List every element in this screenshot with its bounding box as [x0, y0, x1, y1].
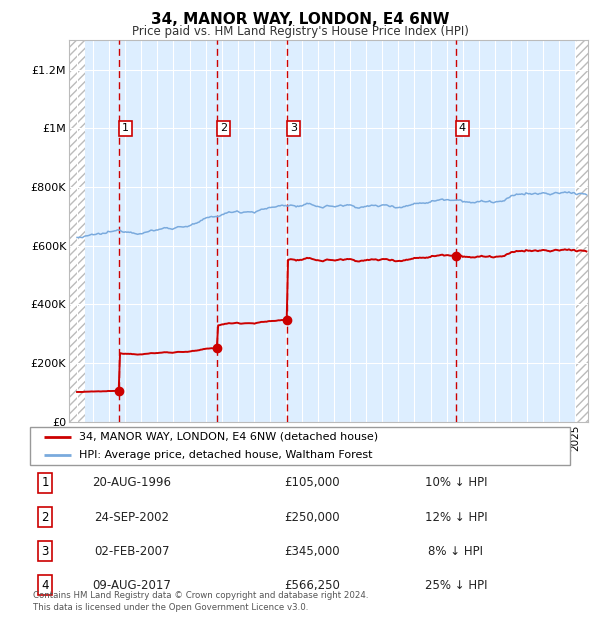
Text: 1: 1	[122, 123, 129, 133]
Text: 2: 2	[220, 123, 227, 133]
Bar	[575, 40, 588, 422]
Text: 10% ↓ HPI: 10% ↓ HPI	[425, 477, 487, 489]
Text: 12% ↓ HPI: 12% ↓ HPI	[425, 511, 487, 523]
Text: 3: 3	[290, 123, 297, 133]
Text: 2: 2	[41, 511, 49, 523]
Text: 34, MANOR WAY, LONDON, E4 6NW: 34, MANOR WAY, LONDON, E4 6NW	[151, 12, 449, 27]
Text: £105,000: £105,000	[284, 477, 340, 489]
Text: Contains HM Land Registry data © Crown copyright and database right 2024.
This d: Contains HM Land Registry data © Crown c…	[33, 591, 368, 612]
Text: 4: 4	[459, 123, 466, 133]
Text: 25% ↓ HPI: 25% ↓ HPI	[425, 579, 487, 591]
Text: 02-FEB-2007: 02-FEB-2007	[94, 545, 170, 557]
Text: Price paid vs. HM Land Registry's House Price Index (HPI): Price paid vs. HM Land Registry's House …	[131, 25, 469, 38]
Text: 3: 3	[41, 545, 49, 557]
Text: HPI: Average price, detached house, Waltham Forest: HPI: Average price, detached house, Walt…	[79, 450, 372, 461]
Text: 4: 4	[41, 579, 49, 591]
Text: £566,250: £566,250	[284, 579, 340, 591]
Text: 09-AUG-2017: 09-AUG-2017	[92, 579, 172, 591]
Text: 24-SEP-2002: 24-SEP-2002	[95, 511, 170, 523]
Text: £345,000: £345,000	[284, 545, 340, 557]
Text: 20-AUG-1996: 20-AUG-1996	[92, 477, 172, 489]
Text: 8% ↓ HPI: 8% ↓ HPI	[428, 545, 484, 557]
Text: £250,000: £250,000	[284, 511, 340, 523]
Text: 34, MANOR WAY, LONDON, E4 6NW (detached house): 34, MANOR WAY, LONDON, E4 6NW (detached …	[79, 432, 378, 442]
FancyBboxPatch shape	[30, 427, 570, 465]
Bar	[69, 40, 85, 422]
Text: 1: 1	[41, 477, 49, 489]
